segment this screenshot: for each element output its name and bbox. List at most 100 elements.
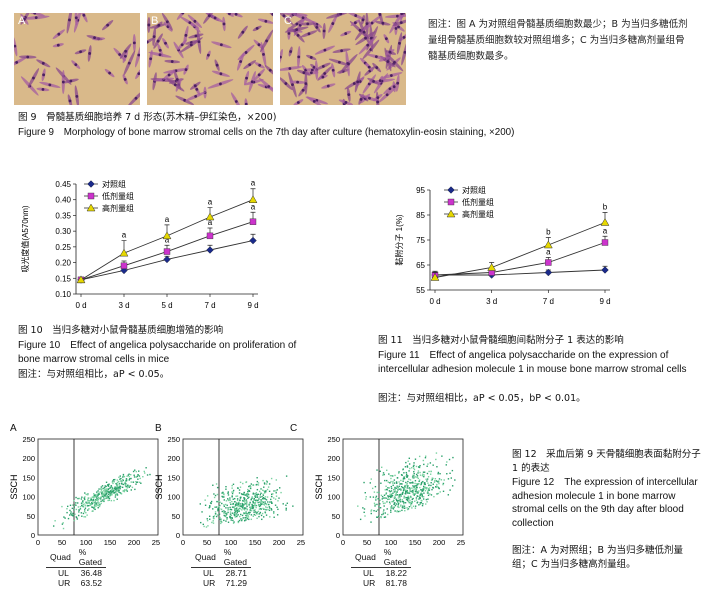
data-point <box>447 198 455 206</box>
cell-nucleus <box>385 93 389 97</box>
row-label: UR <box>203 578 216 588</box>
gated-value: 36.48 <box>80 568 102 578</box>
cell-nucleus <box>137 53 140 57</box>
cell-nucleus <box>366 43 370 47</box>
cell-nucleus <box>339 13 343 16</box>
cell-nucleus <box>158 48 162 52</box>
scatter-dots <box>199 475 294 528</box>
cell-nucleus <box>326 84 330 88</box>
cell-nucleus <box>388 87 392 91</box>
data-point <box>545 259 552 266</box>
micrograph-a: A <box>14 13 140 105</box>
x-tick-label: 5 d <box>161 301 172 310</box>
cell-nucleus <box>370 21 374 25</box>
cell-nucleus <box>69 79 73 83</box>
plot-frame <box>182 438 304 536</box>
y-tick-label: 100 <box>167 493 180 502</box>
y-tick-label: 85 <box>416 211 425 220</box>
cell-nucleus <box>376 100 380 104</box>
cell-nucleus <box>296 80 300 84</box>
data-point <box>249 218 257 225</box>
cell-nucleus <box>312 65 316 69</box>
y-tick-label: 200 <box>22 454 35 463</box>
y-tick-label: 0 <box>176 531 180 540</box>
cell-nucleus <box>322 29 326 33</box>
cell-nucleus <box>219 72 223 76</box>
data-point <box>87 192 95 200</box>
cell-nucleus <box>386 60 390 63</box>
cell-nucleus <box>396 81 400 85</box>
cell-nucleus <box>56 43 60 47</box>
cell-texture <box>280 13 406 105</box>
cell-nucleus <box>134 96 138 100</box>
data-point <box>87 180 95 188</box>
data-point <box>163 255 171 264</box>
cell-nucleus <box>206 53 210 57</box>
cell-nucleus <box>207 14 211 18</box>
cell-nucleus <box>258 63 262 67</box>
x-tick-label: 200 <box>273 538 286 547</box>
cell-nucleus <box>15 61 19 64</box>
cell-nucleus <box>234 100 238 103</box>
cell-nucleus <box>68 18 71 22</box>
cell-nucleus <box>302 71 306 75</box>
data-point <box>76 275 86 284</box>
cell-nucleus <box>264 19 268 23</box>
y-tick-label: 150 <box>22 473 35 482</box>
significance-label: a <box>165 235 170 244</box>
cell-nucleus <box>255 26 259 30</box>
cell-nucleus <box>219 43 223 47</box>
cell-nucleus <box>289 50 293 53</box>
y-tick-label: 65 <box>416 261 425 270</box>
cell-nucleus <box>184 33 188 37</box>
cell-nucleus <box>42 73 46 77</box>
x-tick-label: 0 <box>341 538 345 547</box>
legend-label: 低剂量组 <box>102 191 134 201</box>
cell-nucleus <box>267 85 271 88</box>
gated-value: 81.78 <box>385 578 407 588</box>
cell-nucleus <box>234 13 238 16</box>
y-tick-label: 55 <box>416 286 425 295</box>
row-label: UR <box>363 578 376 588</box>
cell-nucleus <box>310 68 314 72</box>
cell-nucleus <box>156 39 160 43</box>
fig10-note: 图注：与对照组相比，aP < 0.05。 <box>18 369 170 380</box>
y-tick-label: 200 <box>327 454 340 463</box>
cell <box>230 92 242 105</box>
cell-nucleus <box>158 53 162 57</box>
cell-nucleus <box>365 22 369 26</box>
significance-label: a <box>251 179 256 188</box>
cell-nucleus <box>372 79 375 83</box>
cell-nucleus <box>398 41 401 45</box>
fig12-note: 图注：A 为对照组；B 为当归多糖低剂量组；C 为当归多糖高剂量组。 <box>512 545 684 570</box>
fig9-caption-cn: 图 9 骨髓基质细胞培养 7 d 形态(苏木精–伊红染色，×200) <box>18 112 277 123</box>
significance-label: b <box>603 203 608 212</box>
x-tick-label: 250 <box>297 538 305 547</box>
cell-nucleus <box>321 64 325 68</box>
data-point <box>543 240 553 249</box>
x-tick-label: 50 <box>363 538 371 547</box>
y-axis-label: 吸光度值(A570nm) <box>20 205 30 272</box>
cell-nucleus <box>48 83 52 87</box>
x-tick-label: 100 <box>80 538 93 547</box>
x-tick-label: 100 <box>225 538 238 547</box>
cell <box>127 89 140 105</box>
data-point <box>600 217 610 226</box>
y-tick-label: 200 <box>167 454 180 463</box>
cell-nucleus <box>250 80 254 84</box>
row-label: UL <box>203 568 214 578</box>
plot-frame <box>342 438 464 536</box>
data-point <box>430 272 440 281</box>
cell-nucleus <box>403 50 406 54</box>
panel-label-c: C <box>284 15 292 27</box>
cell-nucleus <box>147 40 149 44</box>
fig11-chart: 55 65 75 85 95 0 d 3 d 7 d 9 d 黏附分子 1(%) a a b b 对照组低剂… <box>394 185 611 306</box>
cell-nucleus <box>228 13 231 16</box>
x-tick-label: 150 <box>104 538 117 547</box>
cell-nucleus <box>108 71 112 75</box>
fig9-caption-en: Figure 9 Morphology of bone marrow strom… <box>18 127 515 138</box>
y-tick-label: 50 <box>332 512 340 521</box>
data-point <box>162 231 172 240</box>
cell-nucleus <box>257 73 261 77</box>
cell-nucleus <box>344 101 348 104</box>
